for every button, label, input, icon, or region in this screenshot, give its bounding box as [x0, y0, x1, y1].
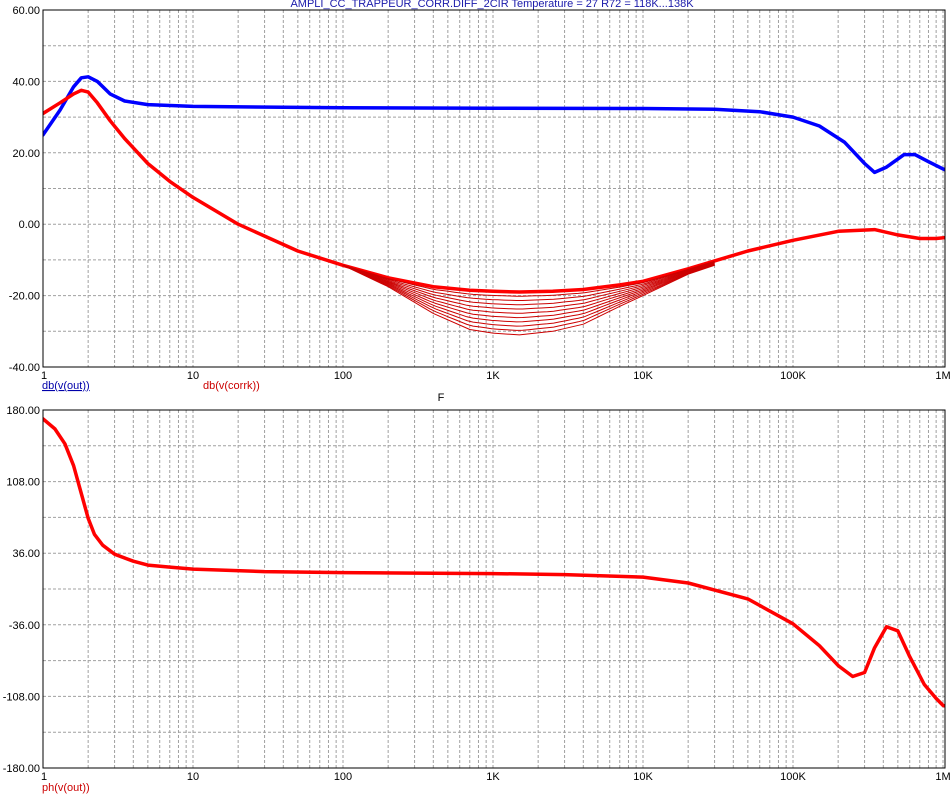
trace-family-member	[342, 263, 715, 323]
y-tick-label: 60.00	[12, 5, 40, 17]
y-tick-label: 20.00	[12, 148, 40, 160]
x-tick-label: 100	[334, 370, 352, 382]
y-tick-label: -36.00	[9, 620, 40, 632]
x-tick-label: 1K	[486, 771, 500, 783]
magnitude-x-ticks: 1 10 100 1K 10K 100K 1M	[41, 370, 951, 382]
magnitude-y-ticks: 60.00 40.00 20.00 0.00 -20.00 -40.00	[9, 5, 40, 374]
x-tick-label: 100K	[780, 370, 806, 382]
trace-family-member	[342, 263, 715, 327]
y-tick-label: 36.00	[12, 548, 40, 560]
trace-db-v-corrk-	[43, 88, 945, 294]
y-tick-label: -40.00	[9, 362, 40, 374]
phase-frame	[42, 409, 946, 769]
trace-family-member	[342, 261, 715, 301]
trace-family-member	[342, 262, 715, 310]
x-tick-label: 1M	[935, 771, 950, 783]
x-axis-label: F	[438, 392, 445, 404]
x-tick-label: 1	[41, 771, 47, 783]
x-tick-label: 100K	[780, 771, 806, 783]
x-tick-label: 1K	[486, 370, 500, 382]
plot-title: AMPLI_CC_TRAPPEUR_CORR.DIFF_2CIR Tempera…	[290, 0, 694, 10]
phase-y-ticks: 180.00 108.00 36.00 -36.00 -108.00 -180.00	[3, 405, 40, 775]
trace-family-member	[342, 263, 715, 319]
trace-ph-v-out-	[43, 417, 945, 708]
trace-family-lower-bound	[342, 264, 716, 336]
trace-db-v-out-	[43, 75, 945, 175]
trace-family-member	[342, 264, 715, 331]
trace-family-member	[342, 261, 715, 306]
legend-db-vcorrk[interactable]: db(v(corrk))	[203, 380, 260, 392]
y-tick-label: -20.00	[9, 291, 40, 303]
x-tick-label: 10K	[633, 370, 653, 382]
x-tick-label: 10K	[633, 771, 653, 783]
y-tick-label: -108.00	[3, 691, 40, 703]
y-tick-label: 108.00	[6, 477, 40, 489]
x-tick-label: 10	[187, 771, 199, 783]
y-tick-label: 40.00	[12, 76, 40, 88]
magnitude-grid	[43, 10, 945, 367]
trace-family-member	[342, 260, 715, 297]
magnitude-traces	[43, 75, 945, 336]
x-tick-label: 1M	[935, 370, 950, 382]
phase-traces	[43, 417, 945, 708]
phase-x-ticks: 1 10 100 1K 10K 100K 1M	[41, 771, 951, 783]
trace-family-member	[342, 262, 715, 314]
magnitude-frame	[42, 9, 946, 368]
phase-grid	[43, 410, 945, 768]
y-tick-label: -180.00	[3, 763, 40, 775]
x-tick-label: 10	[187, 370, 199, 382]
y-tick-label: 180.00	[6, 405, 40, 417]
legend-ph-vout[interactable]: ph(v(out))	[42, 782, 90, 794]
x-tick-label: 100	[334, 771, 352, 783]
y-tick-label: 0.00	[19, 219, 40, 231]
magnitude-plot[interactable]: AMPLI_CC_TRAPPEUR_CORR.DIFF_2CIR Tempera…	[9, 0, 952, 404]
legend-db-vout[interactable]: db(v(out))	[42, 380, 90, 392]
x-tick-label: 1	[41, 370, 47, 382]
